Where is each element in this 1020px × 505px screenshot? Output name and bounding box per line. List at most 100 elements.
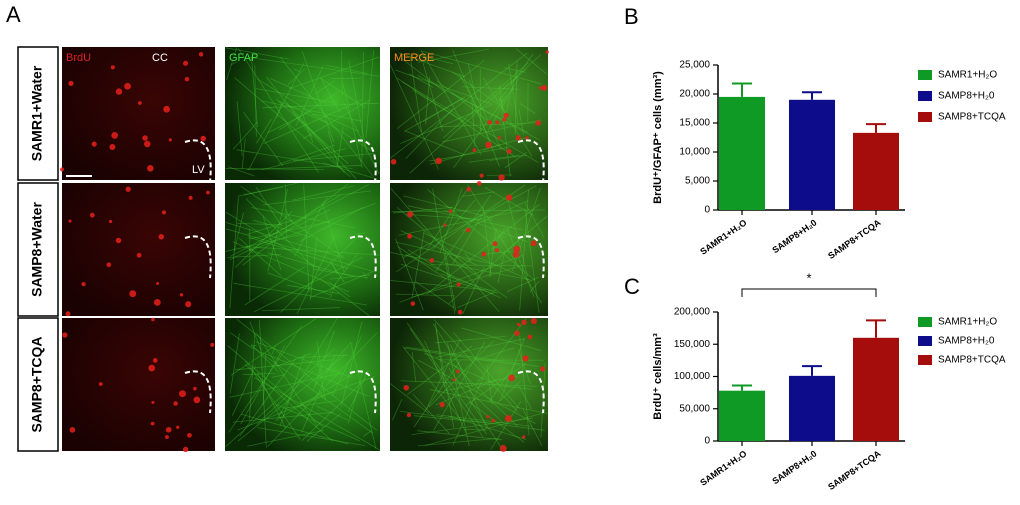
bar [853, 132, 899, 210]
y-tick-label: 10,000 [679, 147, 710, 158]
fiber [295, 66, 324, 127]
fiber [406, 322, 487, 435]
fiber [393, 206, 454, 214]
fiber [405, 346, 540, 367]
fiber [303, 99, 371, 139]
cell [108, 219, 113, 224]
fiber [400, 57, 447, 94]
cell [527, 334, 533, 340]
micrograph [390, 183, 548, 316]
fiber [395, 293, 455, 297]
cell [163, 105, 170, 113]
x-tick-label: SAMP8+H₂0 [770, 217, 818, 255]
fiber [244, 246, 380, 256]
cell [508, 374, 515, 382]
fiber [314, 341, 352, 387]
fiber [428, 340, 494, 408]
fiber [233, 212, 244, 252]
micrograph [390, 47, 548, 180]
fiber [274, 353, 312, 368]
fiber [389, 383, 430, 414]
cell [457, 309, 463, 315]
cell [148, 364, 156, 372]
fiber [261, 351, 369, 397]
fiber [444, 375, 518, 392]
cell [443, 223, 447, 227]
fiber [403, 195, 493, 219]
fiber [412, 89, 465, 122]
row-label: SAMR1+Water [29, 65, 45, 161]
cell [91, 141, 97, 147]
fiber [362, 271, 367, 279]
cell [521, 319, 527, 326]
fiber [280, 236, 358, 313]
micrograph [225, 183, 380, 316]
cell [521, 435, 526, 439]
fiber [458, 73, 487, 125]
cell [506, 148, 512, 154]
ventricle-outline [184, 235, 212, 279]
fiber [248, 63, 305, 171]
fiber [477, 347, 515, 360]
cell [151, 317, 155, 322]
fiber [316, 357, 327, 401]
x-tick-label: SAMP8+H₂0 [770, 448, 818, 486]
fiber [482, 206, 492, 277]
fiber [468, 154, 520, 163]
fiber [432, 188, 456, 315]
fiber [236, 149, 353, 170]
row-label-box [17, 46, 59, 181]
cell [184, 76, 190, 82]
fiber [255, 341, 352, 378]
fiber [483, 250, 513, 255]
fiber [301, 120, 345, 174]
fiber [227, 345, 324, 428]
fiber [253, 256, 363, 313]
micrograph [62, 183, 215, 316]
fiber [263, 99, 362, 145]
row-label-box [17, 317, 59, 452]
fiber [280, 57, 374, 177]
cell [530, 317, 537, 325]
fiber [391, 209, 545, 213]
cell [492, 241, 498, 247]
cell [539, 366, 546, 372]
cell [476, 181, 482, 186]
fiber [227, 253, 281, 258]
ventricle-outline [349, 370, 377, 414]
fiber [409, 328, 484, 438]
fiber [262, 353, 267, 406]
fiber [340, 321, 363, 407]
cell [115, 237, 122, 244]
ventricle-outline [349, 235, 377, 279]
legend-label: SAMR1+H₂O [938, 70, 997, 81]
fiber [249, 220, 334, 240]
fiber [410, 264, 524, 298]
cell [487, 120, 492, 125]
fiber [247, 429, 325, 447]
fiber [248, 56, 380, 77]
cell [185, 301, 192, 308]
fiber [515, 48, 548, 75]
fiber [312, 268, 369, 279]
fiber [229, 332, 254, 350]
fiber [436, 80, 488, 121]
cell [390, 158, 397, 165]
cell [110, 65, 115, 70]
fiber [285, 208, 294, 225]
cell [456, 282, 461, 287]
cell [472, 148, 477, 153]
fiber [500, 98, 506, 116]
ventricle-outline [184, 370, 212, 414]
bar [719, 390, 765, 441]
fiber [262, 215, 282, 271]
cell [150, 421, 155, 426]
cell [210, 342, 215, 347]
ventricle-outline [349, 139, 377, 183]
fiber [435, 377, 500, 406]
fiber [396, 207, 480, 277]
fiber [229, 372, 344, 398]
fiber [279, 353, 306, 426]
cell [193, 396, 201, 404]
cell [147, 164, 154, 172]
